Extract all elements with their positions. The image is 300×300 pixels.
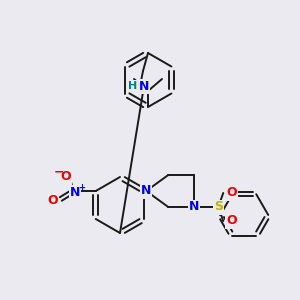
Text: O: O	[47, 194, 58, 208]
Text: +: +	[78, 184, 85, 193]
Text: N: N	[189, 200, 200, 214]
Text: N: N	[70, 185, 80, 199]
Text: N: N	[139, 80, 149, 92]
Text: O: O	[226, 187, 237, 200]
Text: N: N	[141, 184, 152, 197]
Text: S: S	[214, 200, 223, 214]
Text: H: H	[128, 81, 138, 91]
Text: −: −	[53, 166, 64, 178]
Text: O: O	[226, 214, 237, 227]
Text: O: O	[60, 170, 71, 184]
